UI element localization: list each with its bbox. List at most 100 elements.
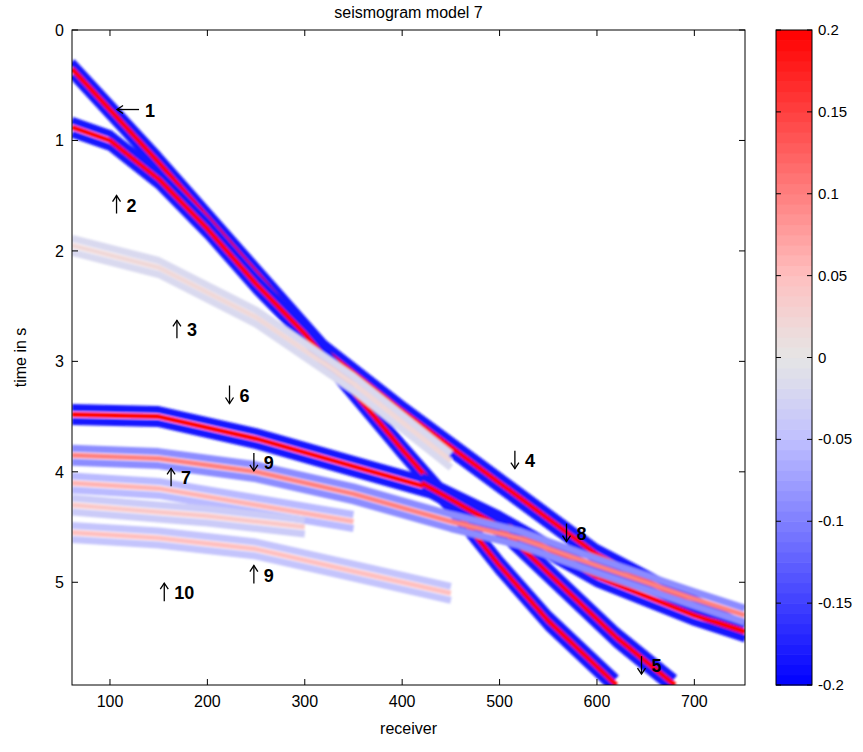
wavelet-peak <box>72 505 305 527</box>
colorbar-tick <box>776 111 781 112</box>
annotation-arrow <box>566 524 567 542</box>
colorbar-step <box>776 409 812 420</box>
annotation-arrow <box>164 583 165 601</box>
colorbar-step <box>776 347 812 358</box>
annotation-arrow <box>641 656 642 674</box>
colorbar-step <box>776 439 812 450</box>
chart: 100200300400500600700012345seismogram mo… <box>0 0 863 752</box>
x-tick <box>304 679 305 685</box>
colorbar-step <box>776 143 812 154</box>
colorbar-step <box>776 317 812 328</box>
colorbar-step <box>776 583 812 594</box>
y-axis-title: time in s <box>12 328 29 388</box>
colorbar-tick <box>807 357 812 358</box>
x-tick <box>694 679 695 685</box>
colorbar-step <box>776 255 812 266</box>
x-tick <box>402 679 403 685</box>
colorbar-step <box>776 50 812 61</box>
wavelet-lobe <box>72 76 745 639</box>
x-tick <box>499 30 500 36</box>
annotations: 123456789910 <box>113 101 662 677</box>
colorbar-step <box>776 562 812 573</box>
annotation-arrow-head <box>511 463 519 469</box>
y-tick <box>739 471 745 472</box>
colorbar-step <box>776 675 812 686</box>
wavelet-lobe <box>72 421 745 639</box>
annotation-arrow-head <box>117 106 123 114</box>
colorbar-tick <box>776 603 781 604</box>
colorbar-step <box>776 214 812 225</box>
colorbar-step <box>776 388 812 399</box>
wavelet-lobe <box>72 407 745 625</box>
x-tick <box>596 679 597 685</box>
wavelet-peak <box>72 455 745 615</box>
colorbar-step <box>776 593 812 604</box>
annotation-arrow <box>253 453 254 471</box>
x-axis-title: receiver <box>380 720 438 737</box>
annotation-arrow-head <box>638 668 646 674</box>
colorbar-frame <box>776 30 812 685</box>
colorbar-step <box>776 306 812 317</box>
colorbar-step <box>776 276 812 287</box>
colorbar-tick-label: -0.2 <box>818 676 844 693</box>
colorbar-step <box>776 491 812 502</box>
colorbar-step <box>776 552 812 563</box>
annotation-label: 7 <box>181 468 191 488</box>
x-tick-label: 300 <box>291 693 318 710</box>
colorbar-step <box>776 531 812 542</box>
annotation-label: 4 <box>525 451 535 471</box>
colorbar: 0.20.150.10.050-0.05-0.1-0.15-0.2 <box>776 21 852 693</box>
annotation-label: 9 <box>264 453 274 473</box>
x-tick <box>402 30 403 36</box>
colorbar-tick <box>776 357 781 358</box>
x-tick-label: 700 <box>681 693 708 710</box>
annotation-arrow <box>253 566 254 584</box>
wavelet-lobe <box>72 448 745 608</box>
title: seismogram model 7 <box>334 4 483 21</box>
x-tick <box>596 30 597 36</box>
annotation-arrow-head <box>250 465 258 471</box>
colorbar-step <box>776 603 812 614</box>
x-tick <box>109 679 110 685</box>
y-tick <box>72 140 78 141</box>
colorbar-tick-label: 0.1 <box>818 185 839 202</box>
colorbar-step <box>776 368 812 379</box>
colorbar-step <box>776 204 812 215</box>
colorbar-step <box>776 112 812 123</box>
x-tick <box>109 30 110 36</box>
annotation-label: 2 <box>127 196 137 216</box>
plot-frame <box>72 30 745 685</box>
annotation-label: 3 <box>187 320 197 340</box>
annotation-arrow <box>514 451 515 469</box>
colorbar-tick <box>807 193 812 194</box>
colorbar-step <box>776 501 812 512</box>
annotation-label: 10 <box>174 583 194 603</box>
annotation-arrow-head <box>250 566 258 572</box>
colorbar-tick <box>776 193 781 194</box>
colorbar-step <box>776 122 812 133</box>
colorbar-step <box>776 419 812 430</box>
annotation-arrow-head <box>173 320 181 326</box>
colorbar-step <box>776 245 812 256</box>
annotation-label: 9 <box>264 566 274 586</box>
x-tick-label: 200 <box>194 693 221 710</box>
colorbar-step <box>776 450 812 461</box>
annotation-label: 6 <box>240 386 250 406</box>
y-tick-label: 2 <box>55 243 64 260</box>
y-tick-label: 4 <box>55 464 64 481</box>
annotation-arrow-head <box>226 398 234 404</box>
x-tick <box>304 30 305 36</box>
wavelets <box>72 62 745 685</box>
events <box>72 62 745 685</box>
colorbar-step <box>776 358 812 369</box>
colorbar-tick <box>807 30 812 31</box>
wavelet-lobe <box>72 462 745 622</box>
annotation-arrow <box>229 386 230 404</box>
colorbar-tick <box>776 685 781 686</box>
colorbar-tick <box>807 111 812 112</box>
colorbar-step <box>776 398 812 409</box>
wavelet-lobe <box>72 120 616 678</box>
y-tick <box>72 471 78 472</box>
colorbar-step <box>776 521 812 532</box>
x-tick-label: 400 <box>389 693 416 710</box>
